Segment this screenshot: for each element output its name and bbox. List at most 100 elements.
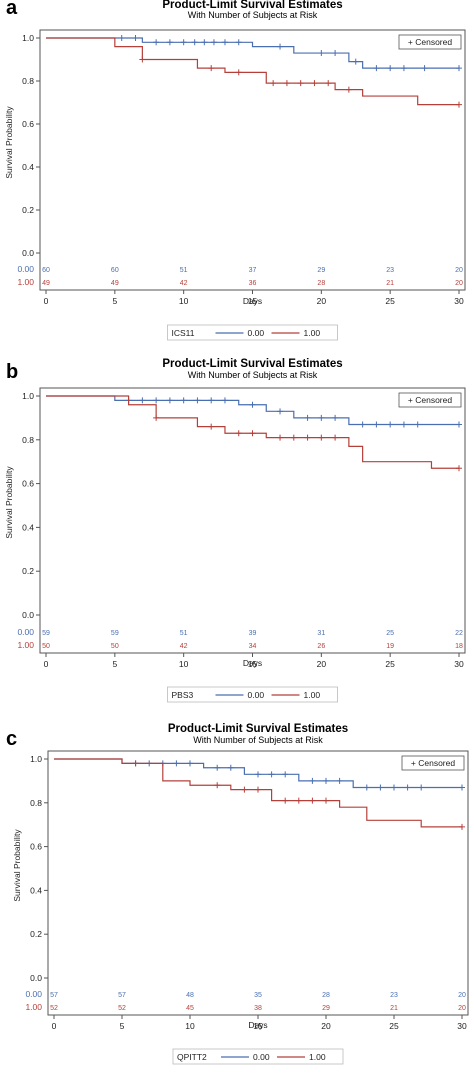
y-tick-label: 0.6 <box>22 119 34 129</box>
y-tick-label: 0.4 <box>30 885 42 895</box>
x-tick-label: 30 <box>457 1021 467 1031</box>
risk-count: 50 <box>42 643 50 650</box>
censor-mark <box>377 784 384 791</box>
risk-count: 34 <box>249 643 257 650</box>
censored-legend-text: + Censored <box>408 395 452 405</box>
survival-curve-group-1 <box>54 758 462 828</box>
group-legend: PBS3 0.00 1.00 <box>167 686 338 703</box>
censor-mark <box>208 423 215 430</box>
x-tick-label: 20 <box>317 296 327 306</box>
censor-mark <box>118 35 125 41</box>
legend-label-group-0: 0.00 <box>248 690 265 700</box>
y-tick-label: 1.0 <box>22 391 34 401</box>
panel-label: b <box>6 361 18 383</box>
censor-mark <box>277 408 284 415</box>
risk-count: 25 <box>386 630 394 637</box>
censor-mark <box>282 797 289 804</box>
y-axis-label: Survival Probability <box>12 829 22 902</box>
censor-mark <box>194 397 201 404</box>
panel-label: c <box>6 728 17 750</box>
plot-frame <box>39 29 466 291</box>
x-tick-label: 15 <box>253 1021 263 1031</box>
risk-row-label: 0.00 <box>25 989 42 999</box>
censored-legend-box <box>401 755 465 771</box>
y-tick-label: 1.0 <box>22 33 34 43</box>
censor-mark <box>235 69 242 76</box>
x-tick-label: 30 <box>454 659 464 669</box>
censor-mark <box>290 434 297 441</box>
censor-mark <box>352 58 359 65</box>
censor-mark <box>318 434 325 441</box>
x-tick-label: 25 <box>385 296 395 306</box>
y-tick-label: 1.0 <box>30 754 42 764</box>
x-tick-label: 0 <box>52 1021 57 1031</box>
x-tick-label: 5 <box>112 296 117 306</box>
censor-mark <box>459 784 465 791</box>
censor-mark <box>318 50 325 57</box>
risk-count: 59 <box>42 630 50 637</box>
censor-mark <box>309 797 316 804</box>
censor-mark <box>132 760 139 767</box>
censor-mark <box>227 764 234 771</box>
censored-legend-text: + Censored <box>411 758 455 768</box>
group-legend-title: PBS3 <box>172 690 194 700</box>
censor-mark <box>249 430 256 437</box>
censored-legend-text: + Censored <box>408 37 452 47</box>
censor-mark <box>153 397 160 404</box>
risk-count: 50 <box>111 643 119 650</box>
risk-count: 57 <box>50 992 58 999</box>
censor-mark <box>201 39 208 46</box>
censor-mark <box>180 397 187 404</box>
censor-mark <box>304 414 311 421</box>
censor-mark <box>295 797 302 804</box>
group-legend-box <box>167 686 338 703</box>
chart-title: Product-Limit Survival Estimates <box>162 358 342 370</box>
risk-count: 29 <box>322 1005 330 1012</box>
censor-mark <box>459 823 465 830</box>
chart-subtitle: With Number of Subjects at Risk <box>188 10 318 20</box>
risk-count: 22 <box>455 630 463 637</box>
legend-label-group-0: 0.00 <box>248 328 265 338</box>
censor-mark <box>235 430 242 437</box>
x-tick-label: 30 <box>454 296 464 306</box>
survival-curve-group-1 <box>46 37 459 106</box>
censor-mark <box>277 43 284 50</box>
risk-count: 42 <box>180 643 188 650</box>
censor-mark <box>304 434 311 441</box>
risk-count: 60 <box>42 267 50 274</box>
y-tick-label: 0.2 <box>30 929 42 939</box>
y-tick-label: 0.2 <box>22 205 34 215</box>
legend-label-group-1: 1.00 <box>304 328 321 338</box>
censor-mark <box>332 434 339 441</box>
y-axis-label: Survival Probability <box>4 106 14 179</box>
risk-count: 21 <box>390 1005 398 1012</box>
survival-curve-group-0 <box>46 395 459 426</box>
risk-row-label: 0.00 <box>17 264 34 274</box>
censor-mark <box>363 784 370 791</box>
censor-mark <box>414 421 421 428</box>
x-tick-label: 15 <box>248 659 258 669</box>
censor-mark <box>282 771 289 778</box>
censor-mark <box>139 397 146 404</box>
censored-legend-box <box>398 392 462 408</box>
censored-legend-box <box>398 34 462 50</box>
censor-mark <box>191 39 198 46</box>
censor-mark <box>400 421 407 428</box>
risk-count: 21 <box>386 280 394 287</box>
censor-mark <box>456 65 462 72</box>
censor-mark <box>180 39 187 46</box>
risk-count: 39 <box>249 630 257 637</box>
legend-label-group-1: 1.00 <box>304 690 321 700</box>
censor-mark <box>373 65 380 72</box>
censor-mark <box>391 784 397 791</box>
y-tick-label: 0.8 <box>22 76 34 86</box>
censor-mark <box>387 65 394 72</box>
panel-label: a <box>6 0 18 19</box>
risk-count: 29 <box>317 267 325 274</box>
censor-mark <box>221 39 228 46</box>
risk-count: 60 <box>111 267 119 274</box>
